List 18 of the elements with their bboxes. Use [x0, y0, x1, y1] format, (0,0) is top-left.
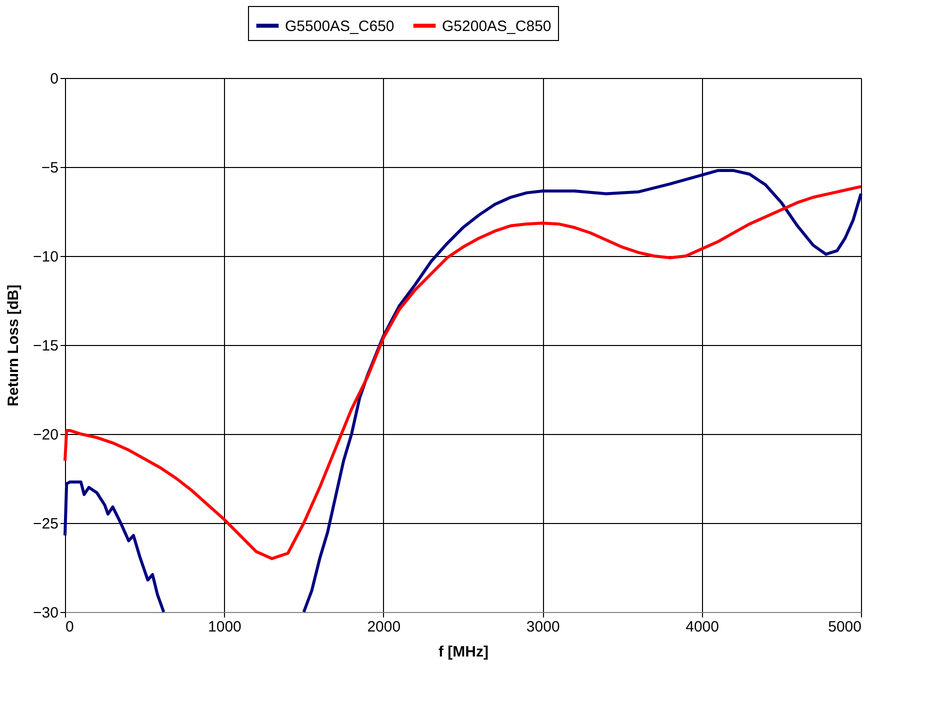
- x-tick-label: 1000: [208, 618, 242, 636]
- legend-label: G5200AS_C850: [442, 18, 552, 35]
- x-tick-label: 4000: [686, 618, 719, 636]
- x-tick-label: 0: [66, 618, 74, 636]
- x-tick-label: 3000: [526, 618, 560, 636]
- y-tick-label: −20: [33, 426, 58, 444]
- y-tick-label: −30: [33, 604, 58, 622]
- x-tick-label: 2000: [367, 618, 401, 636]
- x-tick-label: 5000: [828, 618, 862, 636]
- y-tick-label: −10: [33, 248, 58, 266]
- y-axis-title: Return Loss [dB]: [5, 284, 22, 406]
- y-tick-label: 0: [50, 70, 58, 88]
- y-tick-label: −5: [41, 160, 58, 176]
- legend-label: G5500AS_C650: [285, 18, 394, 35]
- x-axis-title: f [MHz]: [438, 644, 488, 660]
- y-tick-label: −15: [33, 338, 58, 354]
- y-tick-label: −25: [33, 516, 58, 532]
- line-series: [64, 185, 862, 560]
